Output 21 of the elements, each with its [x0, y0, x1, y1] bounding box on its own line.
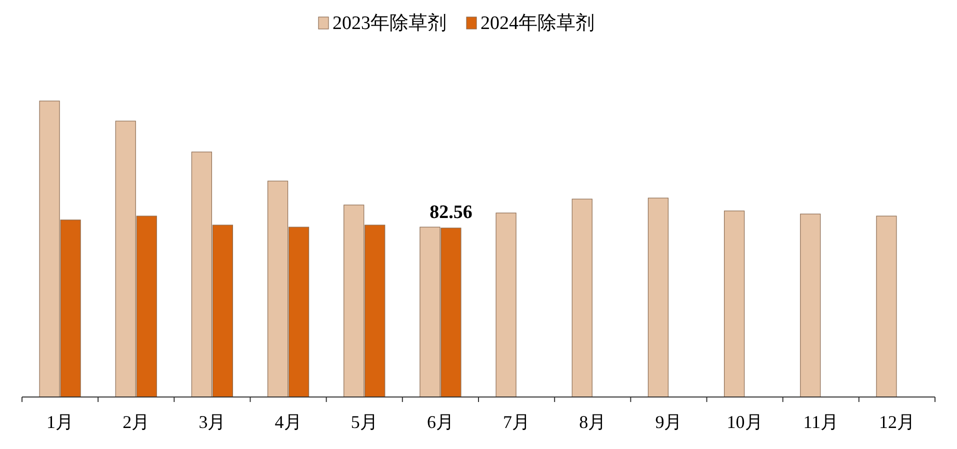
- x-tick-label: 6月: [426, 412, 454, 432]
- x-tick-label: 7月: [503, 412, 530, 432]
- bar: [724, 210, 745, 398]
- x-tick-label: 10月: [726, 412, 763, 432]
- x-tick-label: 12月: [878, 412, 915, 432]
- x-tick-label: 5月: [350, 412, 378, 432]
- legend-label: 2023年除草剂: [332, 12, 446, 34]
- bar: [572, 198, 592, 398]
- bar: [648, 198, 669, 398]
- data-label: 82.56: [430, 202, 472, 223]
- x-tick-label: 11月: [803, 412, 839, 432]
- bar: [496, 212, 516, 398]
- x-tick-label: 3月: [198, 412, 226, 432]
- x-tick-label: 1月: [46, 412, 74, 432]
- bar: [800, 214, 821, 398]
- legend-label: 2024年除草剂: [480, 12, 594, 34]
- x-tick-label: 9月: [655, 412, 682, 432]
- bar: [876, 216, 897, 398]
- x-tick-label: 4月: [274, 412, 302, 432]
- x-tick-label: 8月: [579, 412, 606, 432]
- x-tick-label: 2月: [122, 412, 150, 432]
